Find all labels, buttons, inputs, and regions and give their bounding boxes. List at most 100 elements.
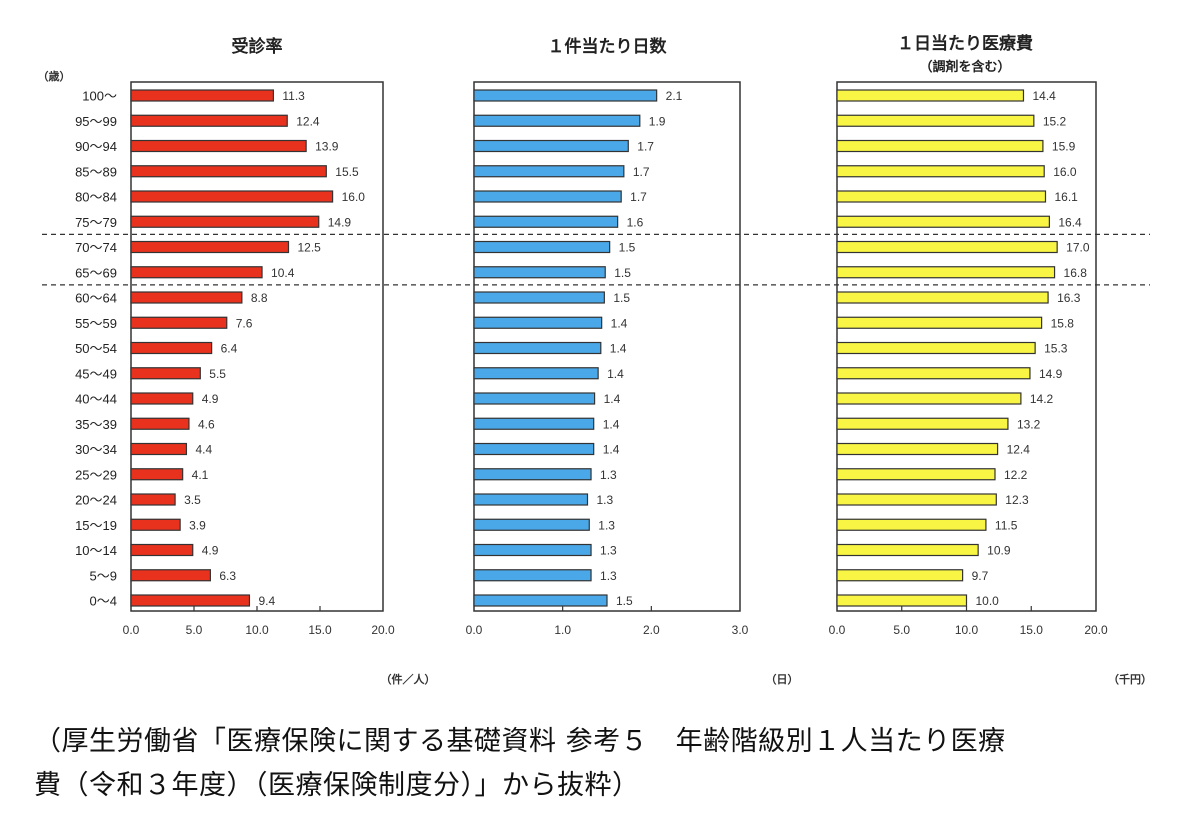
data-label: 16.8	[1064, 266, 1088, 280]
source-caption: （厚生労働省「医療保険に関する基礎資料 参考５ 年齢階級別１人当たり医療 費（令…	[34, 720, 1184, 808]
bar	[473, 417, 595, 430]
bar	[130, 240, 290, 254]
x-tick-label: 3.0	[732, 623, 749, 637]
category-label: 55〜59	[75, 316, 117, 331]
bar	[130, 291, 243, 304]
bar	[130, 266, 263, 279]
data-label: 4.9	[202, 544, 219, 558]
data-label: 5.5	[209, 367, 226, 381]
category-label: 15〜19	[75, 518, 117, 533]
data-label: 1.3	[600, 569, 617, 583]
bar	[473, 215, 619, 228]
data-label: 12.2	[1004, 468, 1028, 482]
x-tick-label: 5.0	[186, 623, 203, 637]
bar	[130, 518, 181, 531]
bar	[130, 165, 327, 178]
bar	[836, 190, 1047, 203]
data-label: 16.0	[342, 190, 366, 204]
data-label: 13.9	[315, 140, 339, 154]
bar	[836, 417, 1009, 430]
category-label: 30〜34	[75, 442, 117, 457]
data-label: 1.4	[604, 392, 621, 406]
x-axis-unit-label: （千円）	[1108, 672, 1152, 686]
category-label: 60〜64	[75, 291, 117, 306]
data-label: 13.2	[1017, 417, 1041, 431]
bar	[130, 215, 320, 228]
bar	[473, 493, 589, 506]
chart-area: 受診率 11.3 12.4 13.9 15.5 16.0 14.9 12.510.48.8 7.…	[38, 33, 1153, 686]
bar	[836, 215, 1050, 228]
chart-subtitle-3: （調剤を含む）	[919, 59, 1010, 74]
bar	[836, 114, 1035, 127]
x-tick-label: 1.0	[554, 623, 571, 637]
data-label: 16.4	[1058, 215, 1082, 229]
bar	[130, 442, 188, 456]
data-label: 2.1	[666, 89, 683, 103]
bar	[473, 139, 629, 153]
bar	[836, 89, 1025, 102]
category-label: 10〜14	[75, 543, 117, 558]
data-label: 1.5	[619, 241, 636, 255]
bar	[130, 468, 184, 481]
data-label: 7.6	[236, 316, 253, 330]
data-label: 1.4	[607, 367, 624, 381]
x-tick-label: 15.0	[1020, 623, 1044, 637]
bar	[473, 367, 599, 380]
data-label: 12.4	[1007, 443, 1031, 457]
data-label: 12.3	[1005, 493, 1029, 507]
category-label: 70〜74	[75, 240, 117, 255]
data-label: 10.0	[976, 594, 1000, 608]
data-label: 17.0	[1066, 241, 1090, 255]
data-label: 14.4	[1032, 89, 1056, 103]
data-label: 3.9	[189, 518, 206, 532]
bar	[473, 190, 622, 203]
bar	[473, 594, 608, 607]
bar	[473, 518, 590, 531]
bar	[836, 594, 968, 607]
bar	[473, 341, 602, 355]
data-label: 4.4	[195, 443, 212, 457]
caption-line-2: 費（令和３年度）（医療保険制度分）」から抜粋）	[34, 770, 640, 801]
category-label: 75〜79	[75, 215, 117, 230]
x-tick-label: 0.0	[829, 623, 846, 637]
bar	[836, 543, 979, 557]
data-label: 14.9	[1039, 367, 1063, 381]
bar	[473, 569, 592, 582]
bar	[130, 367, 201, 380]
bar	[836, 493, 997, 506]
bar	[836, 139, 1044, 153]
data-label: 1.4	[611, 316, 628, 330]
bar	[836, 316, 1043, 329]
category-label: 40〜44	[75, 392, 117, 407]
bar	[473, 266, 606, 279]
bar	[130, 594, 251, 607]
chart-title-2: １件当たり日数	[548, 36, 668, 56]
caption-line-1: （厚生労働省「医療保険に関する基礎資料 参考５ 年齢階級別１人当たり医療	[34, 726, 1006, 757]
bar	[130, 89, 274, 102]
data-label: 1.3	[600, 544, 617, 558]
category-label: 80〜84	[75, 190, 117, 205]
bar	[130, 190, 334, 203]
x-tick-label: 20.0	[1084, 623, 1108, 637]
bar	[836, 518, 987, 531]
bar	[473, 316, 603, 329]
bar	[836, 291, 1049, 304]
data-label: 14.9	[328, 215, 352, 229]
category-label: 25〜29	[75, 467, 117, 482]
data-label: 9.4	[258, 594, 275, 608]
bar	[130, 543, 194, 557]
data-label: 1.6	[627, 215, 644, 229]
data-label: 1.3	[596, 493, 613, 507]
data-label: 1.3	[600, 468, 617, 482]
category-label: 35〜39	[75, 417, 117, 432]
data-label: 1.9	[649, 114, 666, 128]
bar	[836, 442, 999, 456]
bar	[130, 114, 288, 127]
bar	[473, 114, 641, 127]
y-axis-unit-label: （歳）	[38, 69, 71, 83]
category-label: 20〜24	[75, 493, 117, 508]
data-label: 1.7	[637, 140, 654, 154]
bar	[130, 417, 190, 430]
bar	[836, 341, 1036, 355]
data-label: 3.5	[184, 493, 201, 507]
